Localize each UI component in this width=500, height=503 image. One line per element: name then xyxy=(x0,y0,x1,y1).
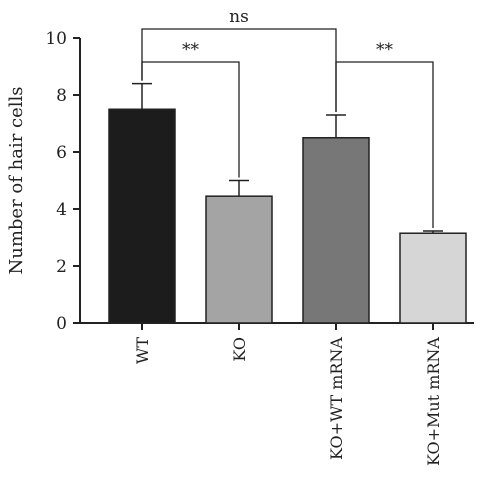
bar xyxy=(399,232,467,324)
x-tick-label: KO xyxy=(230,337,249,362)
x-tick-label: WT xyxy=(133,337,152,364)
y-axis-title: Number of hair cells xyxy=(6,86,27,274)
x-tick-label: KO+WT mRNA xyxy=(327,337,346,460)
bar xyxy=(108,108,176,324)
y-tick-label: 4 xyxy=(56,200,67,220)
significance-label: ns xyxy=(229,7,249,27)
x-tick-label: KO+Mut mRNA xyxy=(424,337,443,466)
significance-bracket xyxy=(141,28,337,112)
y-tick-label: 10 xyxy=(45,29,67,49)
y-tick-label: 2 xyxy=(56,257,67,277)
bar xyxy=(302,137,370,324)
significance-label: ** xyxy=(376,40,394,60)
y-tick-label: 6 xyxy=(56,143,67,163)
bar xyxy=(205,195,273,324)
y-tick-label: 8 xyxy=(56,86,67,106)
y-tick-label: 0 xyxy=(56,314,67,334)
significance-label: ** xyxy=(182,40,200,60)
plot-area: 0 2 4 6 8 10 WT KO KO+WT mRNA KO+Mut mRNA ** ** ns xyxy=(45,7,474,466)
